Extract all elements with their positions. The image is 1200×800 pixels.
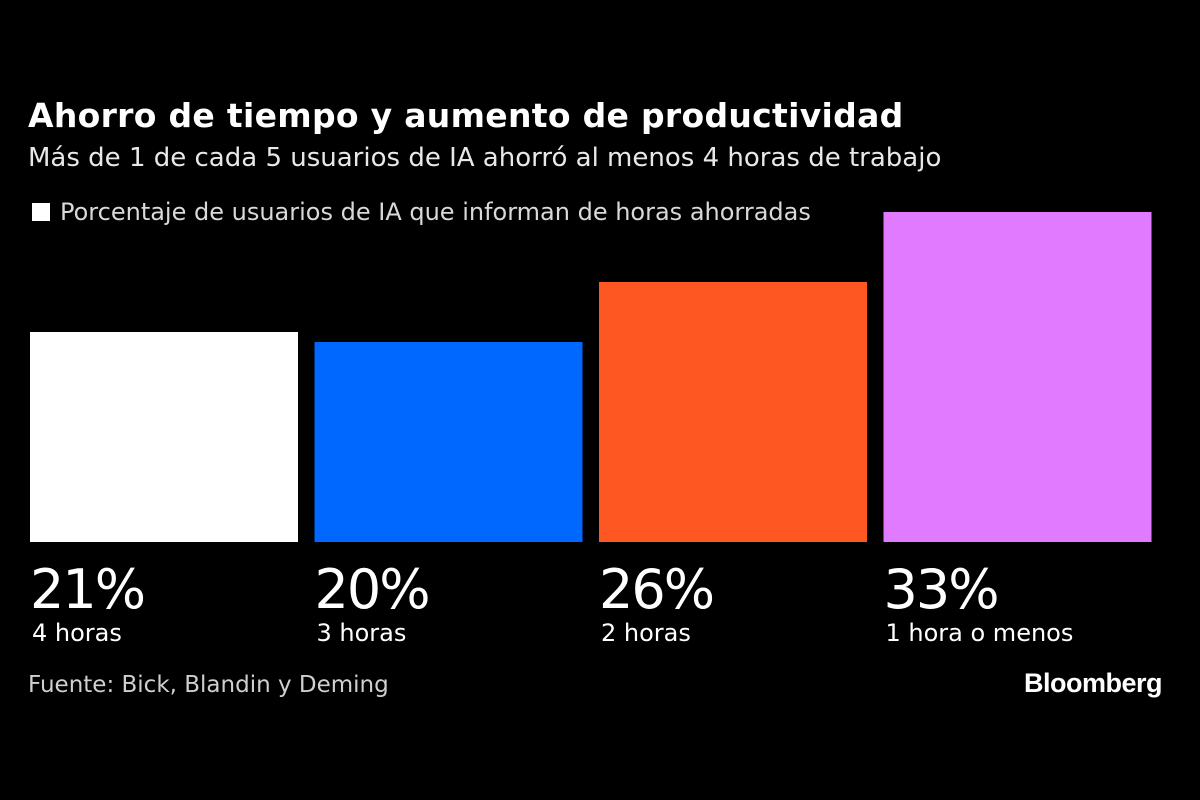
source-note: Fuente: Bick, Blandin y Deming — [28, 672, 389, 698]
bar-1 — [30, 332, 298, 542]
legend-swatch — [32, 203, 50, 221]
chart-subtitle: Más de 1 de cada 5 usuarios de IA ahorró… — [28, 143, 942, 173]
legend-label: Porcentaje de usuarios de IA que informa… — [60, 198, 811, 226]
bloomberg-logo: Bloomberg — [1023, 668, 1163, 698]
value-label: 26% — [599, 558, 713, 621]
value-label: 33% — [884, 558, 998, 621]
category-label: 3 horas — [317, 619, 407, 647]
chart-title: Ahorro de tiempo y aumento de productivi… — [28, 96, 904, 135]
bar-2 — [314, 342, 583, 542]
value-label: 21% — [30, 558, 144, 621]
legend: Porcentaje de usuarios de IA que informa… — [32, 198, 811, 226]
value-label: 20% — [315, 558, 429, 621]
category-label: 2 horas — [601, 619, 691, 647]
category-label: 1 hora o menos — [886, 619, 1074, 647]
category-label: 4 horas — [32, 619, 122, 647]
bar-4 — [883, 212, 1152, 542]
bar-3 — [599, 282, 867, 542]
